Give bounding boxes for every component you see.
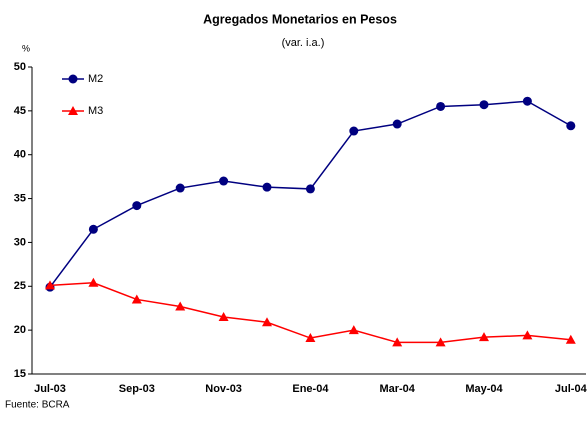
data-point — [88, 224, 98, 234]
x-tick-label: Jul-03 — [34, 383, 66, 395]
data-point — [479, 100, 489, 110]
data-point — [132, 201, 142, 211]
source-note: Fuente: BCRA — [5, 400, 70, 411]
data-point — [522, 96, 532, 106]
data-point — [218, 311, 229, 321]
x-tick-label: Ene-04 — [292, 383, 329, 395]
series-line — [49, 100, 572, 288]
data-point — [479, 332, 489, 342]
legend-marker — [68, 106, 78, 115]
data-point — [522, 330, 533, 340]
x-tick-label: May-04 — [465, 383, 503, 395]
x-tick-label: Nov-03 — [205, 383, 242, 395]
y-tick-label: 35 — [14, 192, 26, 204]
chart-subtitle: (var. i.a.) — [282, 37, 325, 49]
data-point — [175, 301, 186, 311]
y-tick-label: 40 — [14, 149, 26, 161]
y-tick-label: 30 — [14, 236, 26, 248]
data-point — [392, 337, 403, 347]
y-tick-label: 50 — [14, 61, 26, 73]
data-point — [262, 182, 272, 192]
legend-marker — [68, 74, 78, 84]
x-tick-label: Mar-04 — [379, 383, 415, 395]
y-tick-label: 20 — [14, 324, 26, 336]
legend-label: M2 — [88, 73, 103, 85]
data-point — [305, 333, 316, 343]
x-tick-label: Jul-04 — [555, 383, 588, 395]
data-point — [262, 317, 272, 327]
y-tick-label: 45 — [14, 105, 26, 117]
y-axis-label: % — [22, 43, 30, 53]
chart-title: Agregados Monetarios en Pesos — [203, 12, 397, 26]
data-point — [219, 176, 229, 186]
data-point — [436, 101, 446, 111]
data-point — [88, 277, 99, 287]
data-point — [566, 121, 576, 131]
data-point — [348, 325, 359, 335]
data-point — [435, 337, 446, 347]
x-tick-label: Sep-03 — [119, 383, 155, 395]
y-tick-label: 25 — [14, 280, 26, 292]
data-point — [349, 126, 359, 136]
data-point — [565, 334, 576, 344]
data-point — [175, 183, 185, 193]
data-point — [305, 184, 315, 194]
data-point — [131, 294, 142, 304]
data-point — [45, 280, 55, 290]
y-tick-label: 15 — [14, 368, 26, 380]
legend-label: M3 — [88, 105, 103, 117]
data-point — [392, 119, 402, 129]
